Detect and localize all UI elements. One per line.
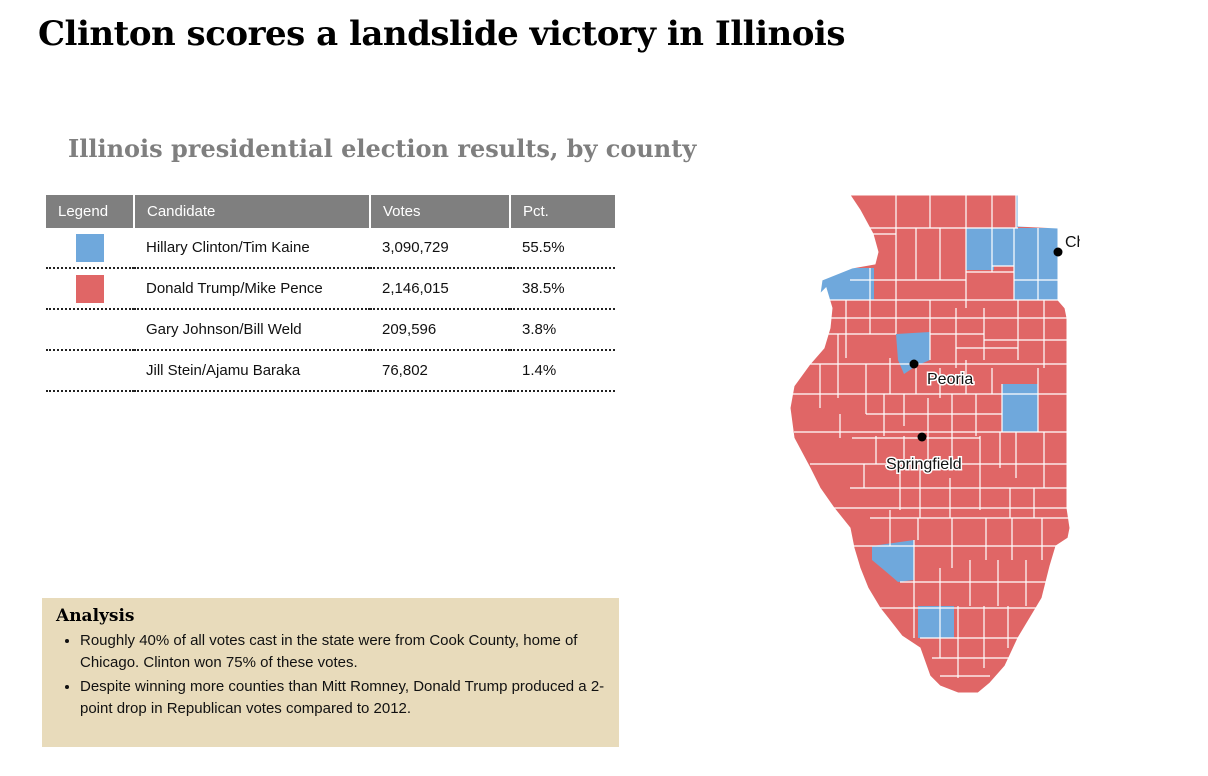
analysis-bullet: Despite winning more counties than Mitt … — [80, 676, 605, 720]
table-row: Hillary Clinton/Tim Kaine 3,090,729 55.5… — [46, 228, 615, 269]
clinton-swatch — [76, 233, 104, 262]
candidate-cell: Jill Stein/Ajamu Baraka — [134, 350, 370, 392]
county-clinton — [1016, 195, 1066, 227]
county-layer — [790, 195, 1070, 678]
candidate-cell: Hillary Clinton/Tim Kaine — [134, 228, 370, 269]
results-table: Legend Candidate Votes Pct. Hillary Clin… — [46, 195, 615, 392]
candidate-cell: Gary Johnson/Bill Weld — [134, 309, 370, 351]
votes-cell: 2,146,015 — [370, 268, 510, 310]
illinois-county-map: Chicago Peoria Springfield — [789, 194, 1080, 694]
votes-cell: 209,596 — [370, 309, 510, 351]
analysis-bullet: Roughly 40% of all votes cast in the sta… — [80, 630, 605, 674]
springfield-marker — [917, 432, 927, 442]
legend-cell — [46, 309, 134, 351]
analysis-heading: Analysis — [56, 606, 135, 626]
county-clinton — [918, 606, 954, 638]
city-label-peoria: Peoria — [927, 371, 973, 388]
county-clinton — [1002, 384, 1038, 432]
pct-cell: 1.4% — [510, 350, 615, 392]
table-header-row: Legend Candidate Votes Pct. — [46, 195, 615, 228]
county-clinton — [966, 228, 994, 270]
pct-cell: 55.5% — [510, 228, 615, 269]
legend-cell — [46, 350, 134, 392]
city-label-springfield: Springfield — [886, 456, 962, 473]
city-label-chicago: Chicago — [1065, 234, 1080, 251]
pct-cell: 3.8% — [510, 309, 615, 351]
legend-cell — [46, 268, 134, 310]
state-shape — [790, 195, 1070, 693]
votes-cell: 3,090,729 — [370, 228, 510, 269]
header-legend: Legend — [46, 195, 134, 228]
header-pct: Pct. — [509, 195, 615, 228]
analysis-box: Analysis Roughly 40% of all votes cast i… — [42, 598, 619, 747]
header-candidate: Candidate — [133, 195, 370, 228]
pct-cell: 38.5% — [510, 268, 615, 310]
legend-cell — [46, 228, 134, 269]
chicago-marker — [1053, 247, 1063, 257]
peoria-marker — [909, 359, 919, 369]
county-clinton — [818, 268, 874, 300]
candidate-cell: Donald Trump/Mike Pence — [134, 268, 370, 310]
chart-subtitle: Illinois presidential election results, … — [68, 134, 697, 163]
county-clinton — [992, 228, 1016, 266]
page-title: Clinton scores a landslide victory in Il… — [38, 14, 845, 54]
analysis-list: Roughly 40% of all votes cast in the sta… — [56, 630, 605, 720]
county-clinton — [872, 540, 914, 582]
votes-cell: 76,802 — [370, 350, 510, 392]
state-outline — [789, 194, 1071, 694]
header-votes: Votes — [369, 195, 510, 228]
table-row: Jill Stein/Ajamu Baraka 76,802 1.4% — [46, 350, 615, 392]
table-row: Gary Johnson/Bill Weld 209,596 3.8% — [46, 309, 615, 351]
county-borders — [790, 195, 1070, 678]
trump-swatch — [76, 274, 104, 303]
table-row: Donald Trump/Mike Pence 2,146,015 38.5% — [46, 268, 615, 310]
